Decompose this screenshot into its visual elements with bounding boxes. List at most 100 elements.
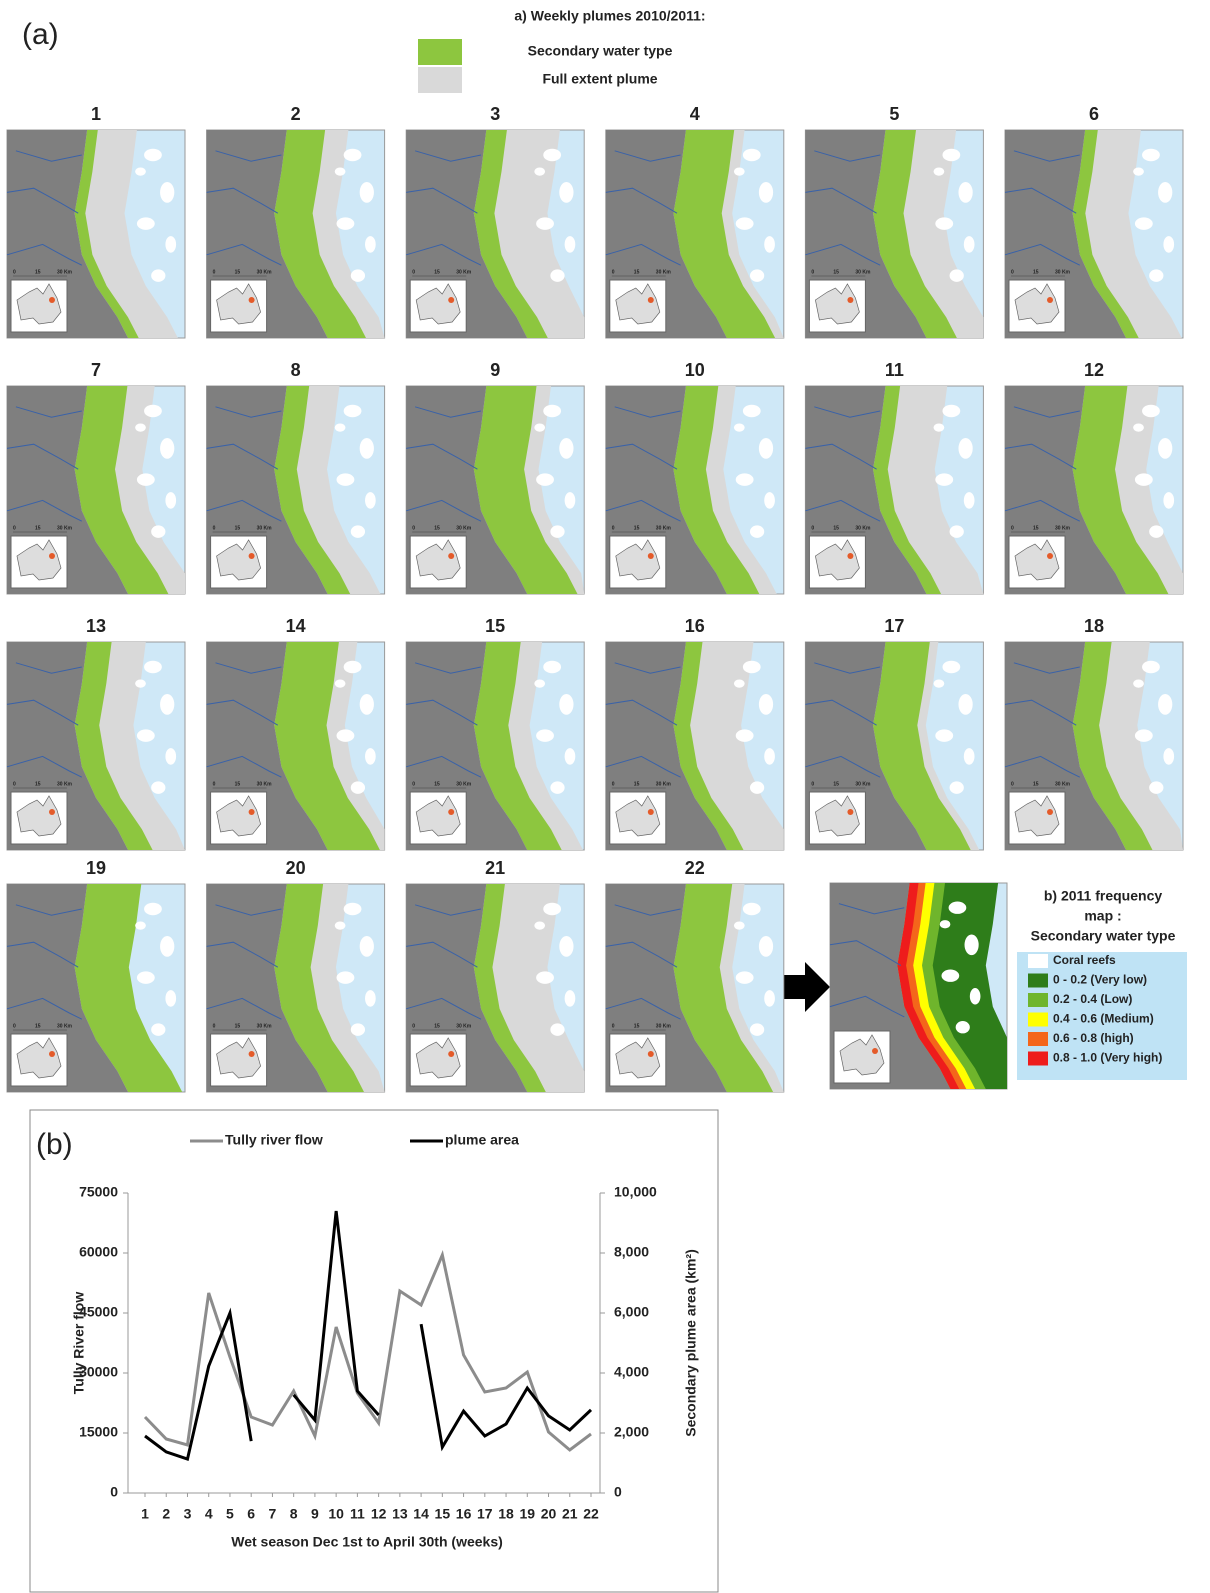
reef <box>935 217 954 230</box>
reef <box>543 148 562 162</box>
x-axis-label: Wet season Dec 1st to April 30th (weeks) <box>231 1534 503 1550</box>
weekly-map: 4 0 15 30 Km <box>605 104 785 339</box>
scale-label: 0 <box>412 525 415 531</box>
inset-site <box>448 297 455 303</box>
reef <box>1133 679 1144 688</box>
inset-site <box>248 297 255 303</box>
scale-label: 30 Km <box>456 525 472 531</box>
inset-australia <box>815 795 860 837</box>
inset-site <box>248 553 255 559</box>
reef <box>742 404 761 418</box>
river <box>215 904 282 916</box>
inset-australia <box>615 1037 661 1079</box>
reef <box>742 660 761 674</box>
river <box>15 662 82 674</box>
inset-site <box>49 809 55 815</box>
y2-axis-label: Secondary plume area (km²) <box>683 1249 699 1437</box>
scale-label: 15 <box>634 1023 640 1029</box>
scale-label: 15 <box>35 1023 41 1029</box>
inset-site <box>647 1051 654 1057</box>
scale-label: 30 Km <box>57 269 73 275</box>
reef <box>536 473 554 486</box>
river <box>414 406 482 418</box>
river <box>6 243 83 266</box>
inset-australia <box>415 283 461 325</box>
y-tick-label: 0 <box>110 1484 118 1500</box>
x-tick-label: 16 <box>456 1506 472 1522</box>
y2-tick-label: 6,000 <box>614 1304 649 1320</box>
reef <box>151 269 166 282</box>
reef <box>764 236 775 253</box>
map-label: 4 <box>690 104 700 124</box>
reef <box>735 729 754 742</box>
river <box>215 406 282 418</box>
weekly-map: 21 0 15 30 Km <box>405 858 585 1093</box>
inset-site <box>647 809 654 815</box>
reef <box>933 167 945 176</box>
scale-label: 0 <box>1011 525 1014 531</box>
reef <box>550 269 565 282</box>
reef <box>749 269 765 282</box>
reef <box>359 936 374 957</box>
inset-australia <box>415 539 461 581</box>
reef <box>1142 148 1160 162</box>
scale-label: 0 <box>213 525 216 531</box>
secondary-plume <box>274 884 364 1092</box>
x-tick-label: 9 <box>311 1506 319 1522</box>
river <box>206 755 282 778</box>
reef <box>365 236 376 253</box>
scale-label: 30 Km <box>656 1023 672 1029</box>
scale-label: 0 <box>811 269 814 275</box>
river <box>805 187 877 214</box>
scale-label: 30 Km <box>57 1023 73 1029</box>
river <box>814 662 881 674</box>
inset-australia <box>16 539 62 581</box>
river <box>814 406 881 418</box>
x-tick-label: 3 <box>184 1506 192 1522</box>
secondary-plume <box>473 884 546 1092</box>
reef <box>758 694 774 715</box>
reef <box>536 217 554 230</box>
weekly-map: 10 0 15 30 Km <box>605 360 785 595</box>
river <box>829 995 905 1018</box>
x-tick-label: 8 <box>290 1506 298 1522</box>
scale-label: 30 Km <box>257 269 273 275</box>
river <box>805 499 881 522</box>
x-tick-label: 7 <box>269 1506 277 1522</box>
legend-label: Tully river flow <box>225 1132 323 1148</box>
scale-label: 0 <box>612 269 615 275</box>
reef <box>534 921 546 930</box>
reef <box>334 921 346 930</box>
scale-label: 15 <box>1033 781 1039 787</box>
scale-label: 15 <box>833 781 839 787</box>
river <box>838 903 905 915</box>
river <box>6 755 83 778</box>
y-axis-label: Tully River flow <box>71 1292 87 1395</box>
reef <box>136 473 155 486</box>
scale-label: 15 <box>35 781 41 787</box>
panel-label: (b) <box>36 1128 73 1161</box>
inset-australia <box>839 1034 885 1076</box>
scale-label: 0 <box>412 1023 415 1029</box>
inset-site <box>847 297 854 303</box>
scale-label: 0 <box>213 1023 216 1029</box>
scale-label: 30 Km <box>1055 525 1071 531</box>
weekly-map: 8 0 15 30 Km <box>206 360 386 595</box>
river <box>206 443 279 470</box>
reef <box>948 901 967 914</box>
inset-site <box>647 297 654 303</box>
inset-australia <box>1014 283 1060 325</box>
scale-label: 30 Km <box>257 525 273 531</box>
map-label: 1 <box>91 104 101 124</box>
frequency-band <box>897 883 967 1089</box>
inset-site <box>872 1048 878 1054</box>
weekly-map: 22 0 15 30 Km <box>605 858 785 1093</box>
scale-label: 30 Km <box>1055 781 1071 787</box>
reef <box>536 971 554 984</box>
scale-label: 30 Km <box>257 781 273 787</box>
reef <box>764 492 775 509</box>
legend-label: Full extent plume <box>542 71 657 87</box>
river <box>215 662 282 674</box>
weekly-map: 15 0 15 30 Km <box>405 616 585 851</box>
reef <box>350 525 366 538</box>
